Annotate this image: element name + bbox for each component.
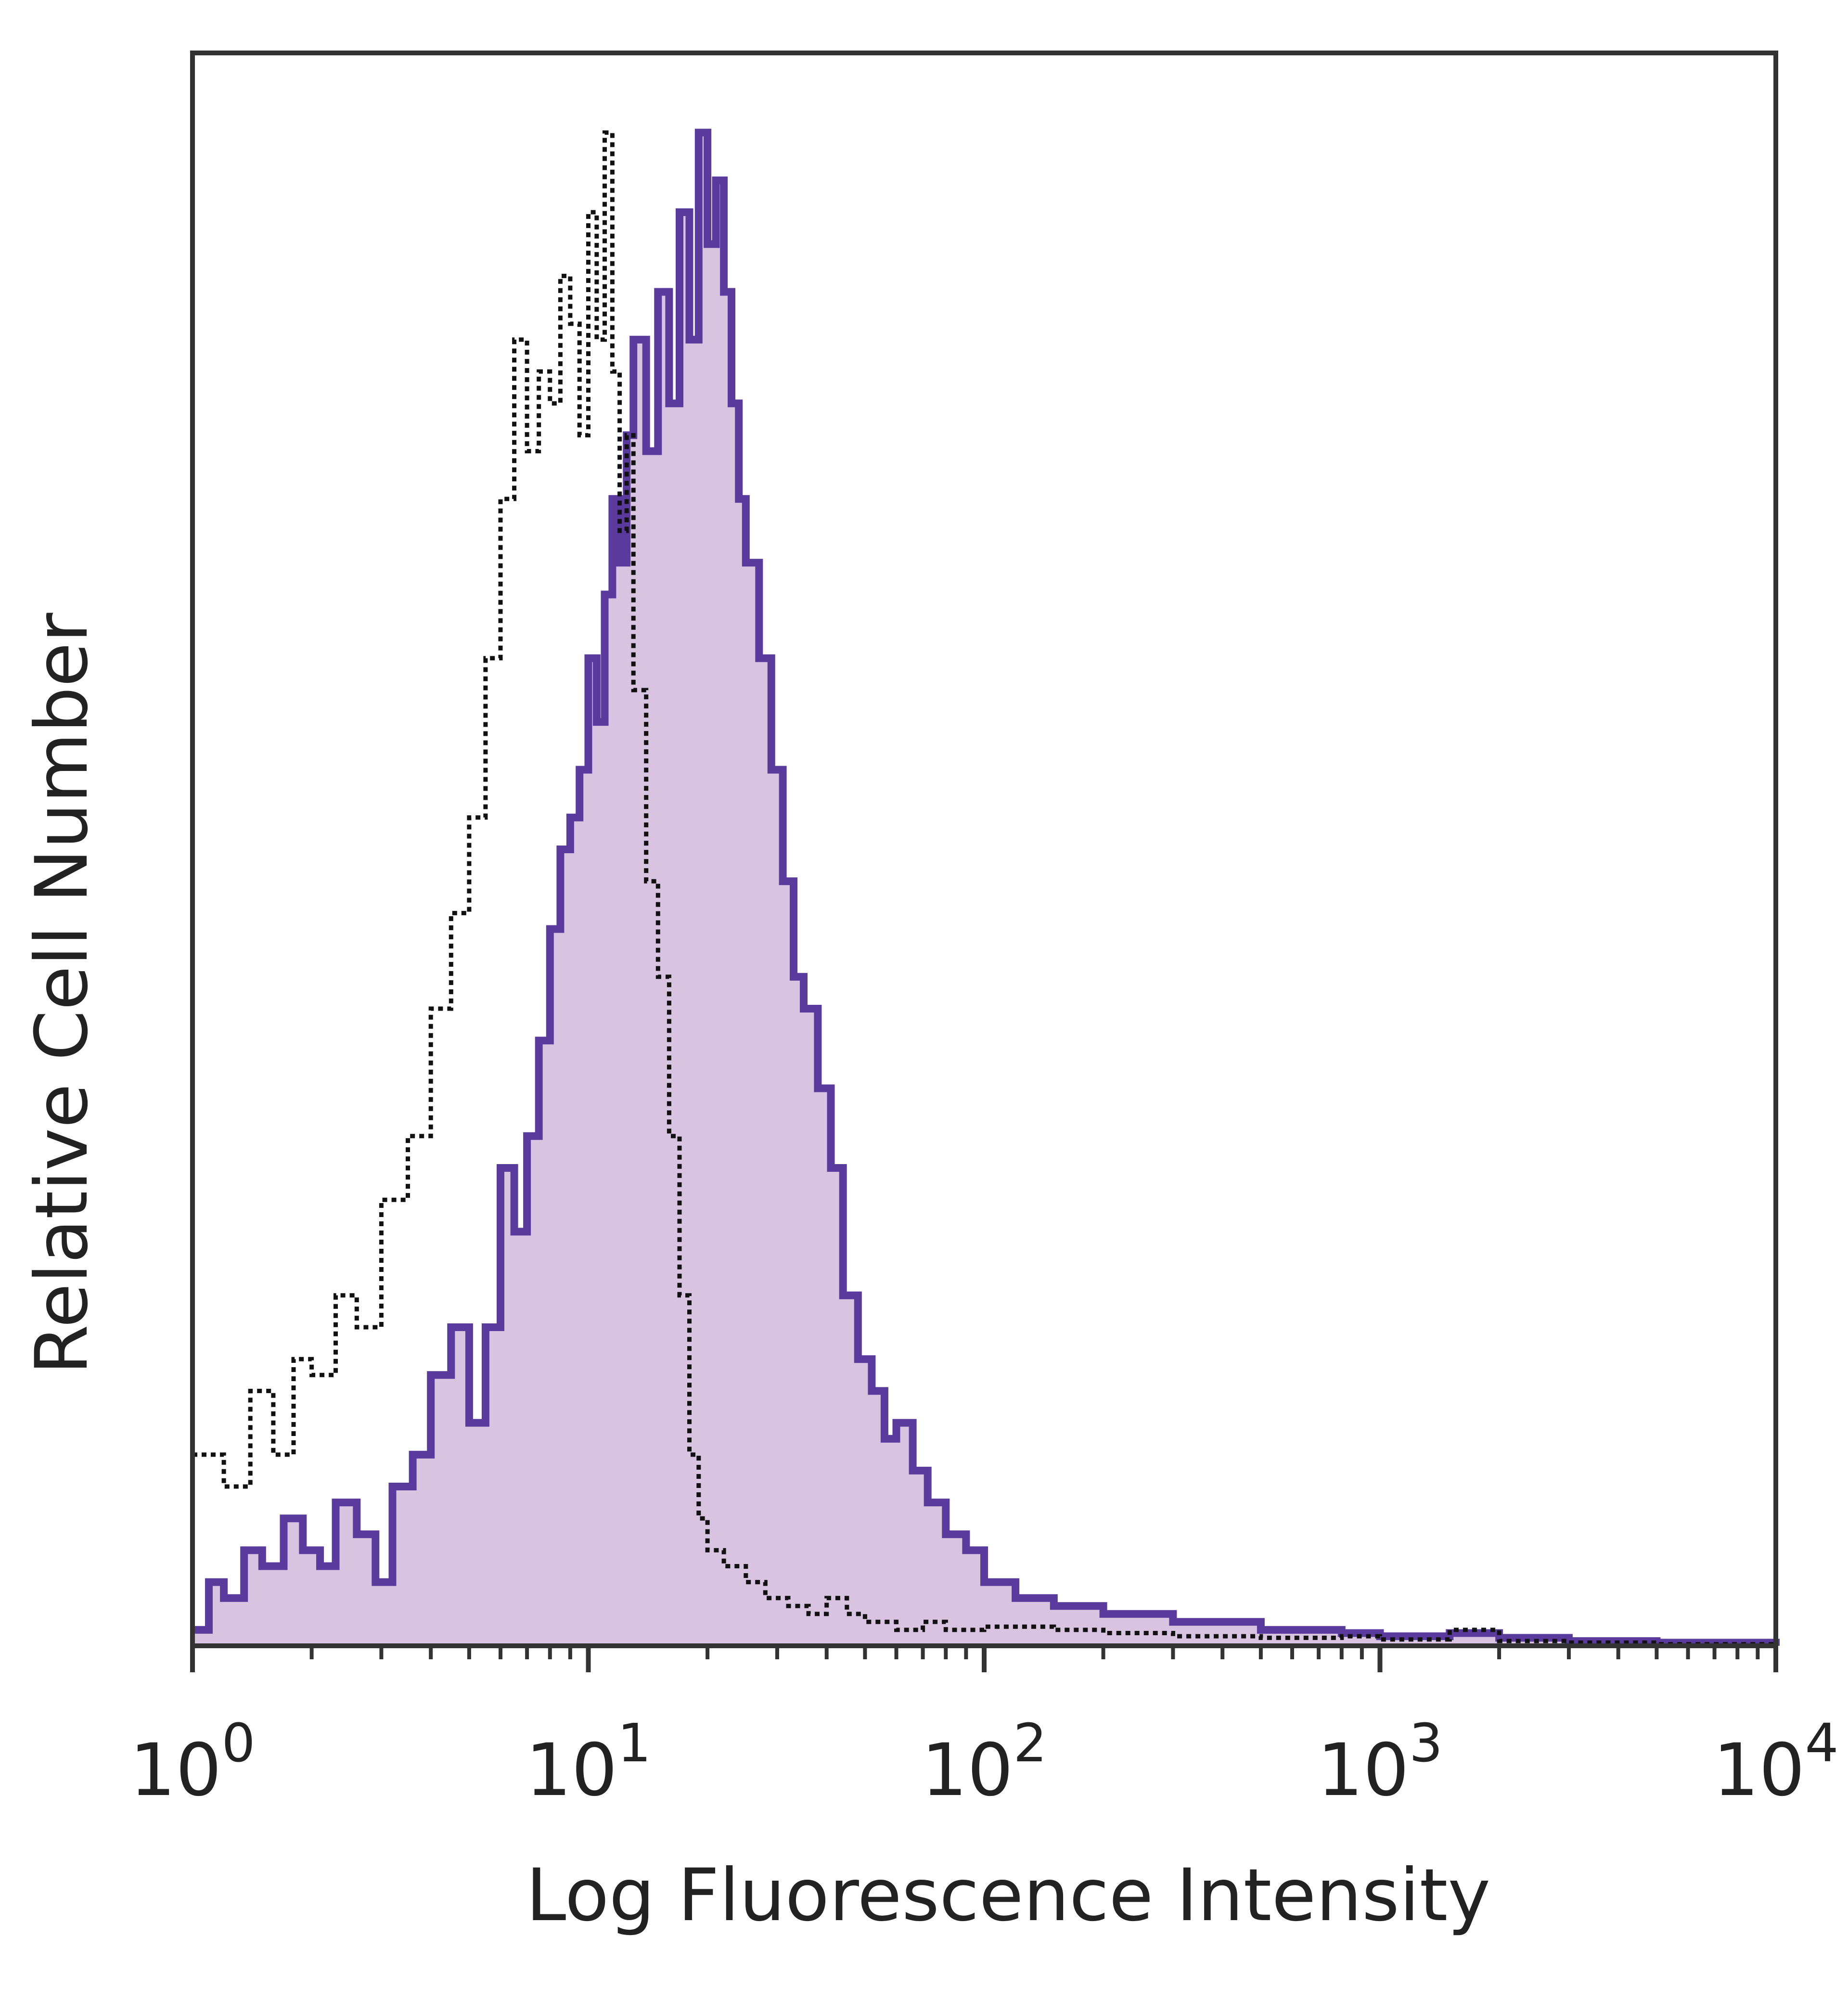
x-tick-label-exponent: 1 <box>617 1712 651 1774</box>
x-tick-label-base: 10 <box>130 1729 222 1812</box>
x-tick-label-base: 10 <box>1713 1729 1805 1812</box>
x-tick-layer: 100 101 102 103 104 <box>130 1646 1839 1812</box>
x-tick-label-exponent: 3 <box>1409 1712 1443 1774</box>
series-fill-1 <box>192 132 1776 1646</box>
x-tick-label-base: 10 <box>922 1729 1014 1812</box>
x-tick-label-exponent: 2 <box>1013 1712 1047 1774</box>
x-tick-label: 103 <box>1317 1712 1443 1812</box>
x-tick-label-exponent: 0 <box>221 1712 255 1774</box>
x-tick-label-base: 10 <box>526 1729 617 1812</box>
series-layer <box>192 128 1780 1647</box>
x-tick-label-exponent: 4 <box>1805 1712 1838 1774</box>
series-line-0 <box>192 130 1778 1647</box>
x-tick-label: 102 <box>922 1712 1047 1812</box>
x-axis-title: Log Fluorescence Intensity <box>526 1854 1490 1937</box>
x-tick-label: 104 <box>1713 1712 1839 1812</box>
x-tick-label: 101 <box>526 1712 651 1812</box>
x-tick-label-base: 10 <box>1317 1729 1409 1812</box>
x-tick-label: 100 <box>130 1712 256 1812</box>
series-line-1 <box>192 128 1780 1647</box>
y-axis-title: Relative Cell Number <box>20 613 104 1375</box>
